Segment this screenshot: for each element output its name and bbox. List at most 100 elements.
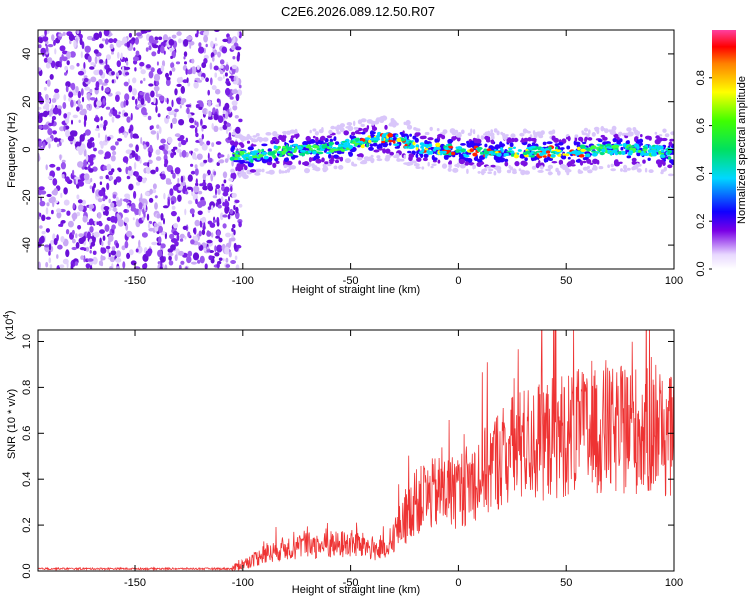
ridge-core-dot	[392, 140, 396, 144]
noise-dot	[117, 51, 120, 59]
noise-dot	[179, 233, 185, 239]
noise-dot	[193, 81, 199, 89]
ridge-dot	[452, 167, 459, 173]
ridge-dot	[254, 172, 261, 176]
noise-dot	[171, 99, 174, 108]
noise-dot	[231, 159, 234, 167]
noise-dot	[133, 162, 137, 170]
ridge-core-dot	[299, 152, 303, 156]
noise-dot	[66, 60, 70, 66]
ridge-dot	[518, 168, 522, 172]
ridge-dot	[373, 120, 380, 125]
ridge-core-dot	[350, 140, 354, 143]
ridge-dot	[369, 130, 375, 136]
noise-dot	[135, 98, 138, 106]
ridge-dot	[427, 161, 430, 167]
ridge-dot	[378, 143, 383, 148]
ridge-dot	[247, 146, 254, 151]
ridge-core-dot	[235, 150, 240, 153]
noise-dot	[217, 51, 222, 58]
noise-dot	[189, 43, 192, 49]
noise-dot	[223, 187, 229, 195]
noise-dot	[86, 104, 90, 110]
noise-dot	[174, 240, 179, 247]
noise-dot	[238, 203, 243, 208]
ridge-dot	[553, 137, 559, 143]
noise-dot	[168, 260, 174, 266]
x-tick-label: 50	[560, 275, 572, 287]
ridge-core-dot	[261, 151, 268, 155]
y-tick-label: 40	[21, 48, 33, 60]
noise-dot	[72, 169, 75, 176]
noise-dot	[198, 42, 202, 47]
noise-dot	[61, 56, 68, 62]
ridge-core-dot	[460, 148, 466, 153]
ridge-dot	[582, 141, 587, 145]
noise-dot	[124, 93, 130, 101]
noise-dot	[179, 238, 184, 242]
noise-dot	[110, 250, 117, 256]
noise-dot	[154, 195, 158, 199]
noise-dot	[208, 250, 215, 253]
ridge-dot	[339, 127, 345, 133]
noise-dot	[46, 79, 51, 87]
noise-dot	[198, 190, 203, 195]
ridge-core-dot	[333, 148, 338, 152]
ridge-core-dot	[381, 137, 384, 142]
noise-dot	[216, 244, 223, 253]
noise-dot	[140, 193, 143, 201]
ridge-dot	[443, 154, 449, 160]
noise-dot	[126, 41, 130, 48]
noise-dot	[203, 247, 207, 252]
noise-dot	[57, 244, 63, 250]
noise-dot	[176, 216, 181, 223]
ridge-core-dot	[539, 152, 544, 157]
noise-dot	[211, 85, 217, 91]
noise-dot	[49, 110, 52, 116]
ridge-dot	[246, 140, 251, 144]
ridge-dot	[235, 166, 238, 172]
noise-dot	[69, 65, 75, 70]
ridge-dot	[490, 164, 496, 168]
x-tick-label: -150	[124, 275, 146, 287]
noise-dot	[233, 229, 236, 236]
ridge-dot	[520, 169, 526, 176]
noise-dot	[41, 214, 46, 222]
ridge-core-dot	[277, 145, 281, 149]
ridge-dot	[359, 161, 366, 165]
noise-dot	[157, 249, 163, 258]
noise-dot	[174, 108, 179, 113]
ridge-core-dot	[575, 150, 582, 156]
noise-dot	[147, 162, 150, 168]
ridge-dot	[520, 139, 526, 143]
noise-dot	[150, 90, 155, 98]
ridge-dot	[360, 118, 367, 123]
ridge-core-dot	[617, 151, 623, 155]
ridge-dot	[519, 154, 526, 159]
noise-dot	[63, 187, 68, 195]
noise-dot	[219, 59, 225, 65]
noise-dot	[180, 175, 184, 183]
ridge-core-dot	[408, 140, 413, 144]
ridge-dot	[631, 157, 637, 162]
ridge-core-dot	[525, 150, 531, 155]
noise-dot	[100, 141, 104, 149]
noise-dot	[125, 72, 130, 76]
noise-dot	[238, 221, 242, 228]
noise-dot	[89, 137, 95, 142]
noise-dot	[144, 191, 150, 196]
x-tick-label: 100	[665, 577, 683, 589]
ridge-core-dot	[658, 150, 662, 155]
noise-dot	[186, 256, 192, 264]
noise-dot	[163, 192, 166, 200]
ridge-dot	[346, 122, 353, 126]
ridge-dot	[448, 164, 452, 169]
noise-dot	[186, 77, 189, 84]
ridge-dot	[272, 162, 277, 168]
ridge-dot	[551, 161, 558, 164]
noise-dot	[206, 239, 213, 244]
noise-dot	[190, 163, 194, 167]
snr-exponent-base: (x10	[4, 319, 16, 340]
snr-y-ticks: 0.0 0.2 0.4 0.6 0.8 1.0	[21, 334, 674, 579]
noise-dot	[70, 83, 74, 89]
